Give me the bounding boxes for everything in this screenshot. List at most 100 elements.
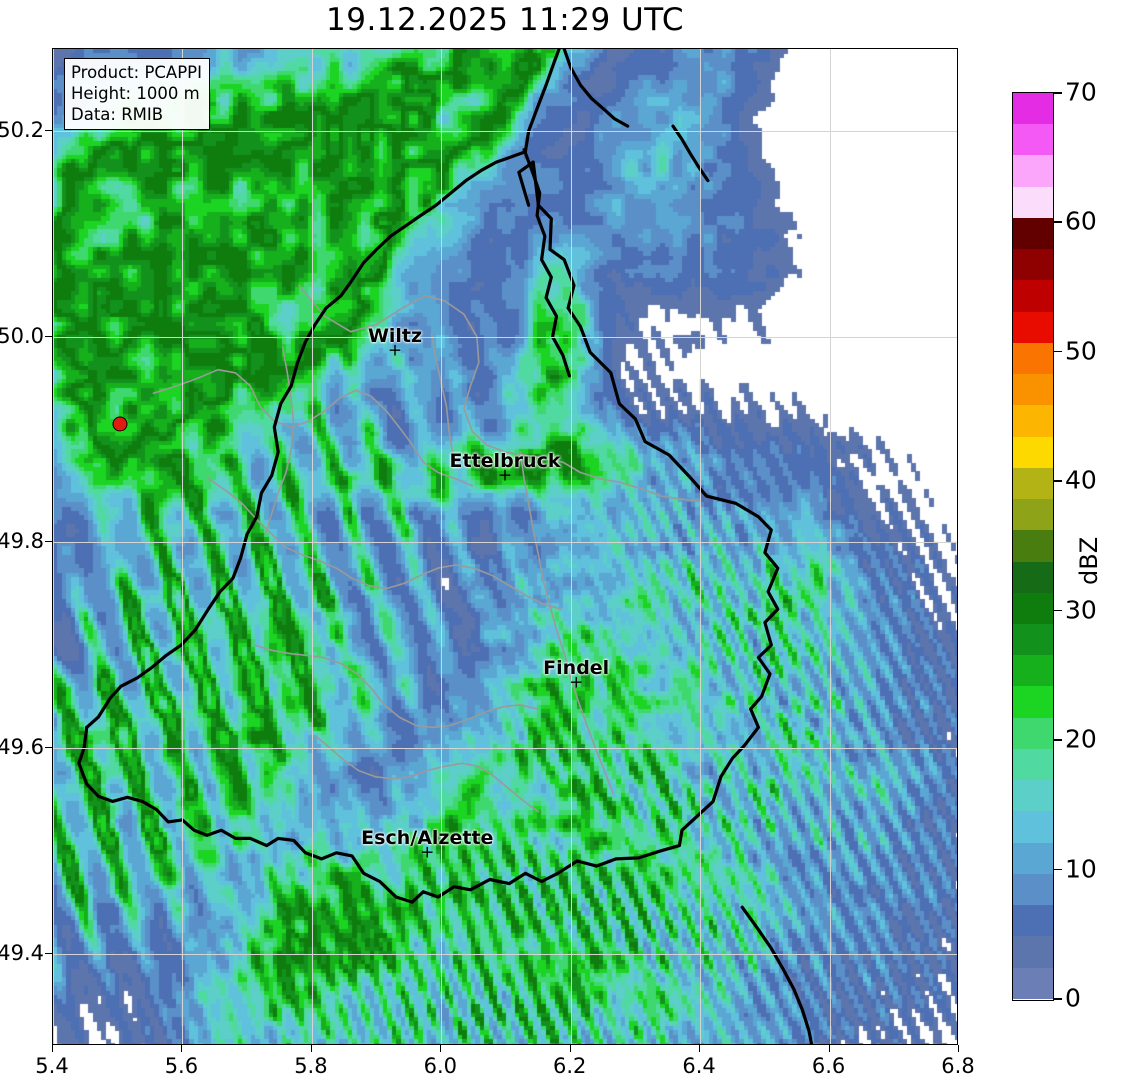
colorbar-band-10 bbox=[1013, 405, 1053, 437]
colorbar-band-9 bbox=[1013, 374, 1053, 406]
colorbar-tick-label-5: 20 bbox=[1065, 724, 1097, 754]
y-tick-label-2: 49.8 bbox=[0, 529, 44, 554]
colorbar-band-21 bbox=[1013, 748, 1053, 781]
colorbar-tick-4 bbox=[1054, 609, 1062, 612]
radar-echo-layer bbox=[53, 49, 957, 1044]
info-height: Height: 1000 m bbox=[71, 84, 200, 104]
city-marker-esch-alzette: + bbox=[420, 842, 435, 863]
colorbar-tick-1 bbox=[1054, 221, 1062, 223]
colorbar-tick-6 bbox=[1054, 868, 1062, 871]
info-product: Product: PCAPPI bbox=[71, 63, 202, 82]
x-tick-0 bbox=[52, 1045, 53, 1052]
colorbar-band-2 bbox=[1013, 155, 1053, 187]
colorbar-band-11 bbox=[1013, 436, 1053, 468]
y-tick-label-4: 49.4 bbox=[0, 940, 44, 965]
colorbar-band-15 bbox=[1013, 561, 1053, 593]
colorbar-band-22 bbox=[1013, 780, 1053, 812]
colorbar-band-3 bbox=[1013, 186, 1053, 218]
colorbar-band-28 bbox=[1013, 967, 1053, 999]
district-border-4 bbox=[254, 644, 538, 729]
page-title: 19.12.2025 11:29 UTC bbox=[326, 2, 684, 38]
y-tick-1 bbox=[45, 335, 52, 337]
colorbar-band-19 bbox=[1013, 686, 1053, 718]
gridline-vertical-0 bbox=[53, 49, 54, 1044]
y-tick-label-0: 50.2 bbox=[0, 118, 44, 143]
gridline-horizontal-0 bbox=[53, 131, 957, 133]
gridline-vertical-1 bbox=[182, 49, 184, 1044]
national-border-se bbox=[740, 905, 814, 1044]
y-tick-label-3: 49.6 bbox=[0, 734, 44, 759]
colorbar-band-18 bbox=[1013, 655, 1053, 687]
x-tick-5 bbox=[699, 1045, 701, 1052]
national-border-luxembourg-south bbox=[77, 160, 780, 904]
colorbar-band-23 bbox=[1013, 811, 1053, 843]
gridline-horizontal-2 bbox=[53, 542, 957, 544]
map-vector-layer bbox=[77, 49, 814, 1044]
dbz-colorbar[interactable] bbox=[1012, 92, 1054, 1001]
colorbar-tick-3 bbox=[1054, 480, 1062, 482]
city-label-ettelbruck: Ettelbruck bbox=[449, 449, 561, 472]
city-marker-wiltz: + bbox=[387, 340, 403, 361]
district-border-8 bbox=[264, 346, 295, 535]
gridline-horizontal-4 bbox=[53, 953, 957, 955]
x-tick-label-0: 5.4 bbox=[35, 1054, 69, 1078]
colorbar-band-5 bbox=[1013, 249, 1053, 281]
colorbar-band-25 bbox=[1013, 873, 1053, 906]
colorbar-band-24 bbox=[1013, 842, 1053, 874]
district-border-7 bbox=[430, 333, 454, 456]
gridline-horizontal-1 bbox=[53, 336, 957, 338]
product-info-box: Product: PCAPPI Height: 1000 m Data: RMI… bbox=[64, 58, 210, 131]
colorbar-band-0 bbox=[1013, 93, 1053, 125]
x-tick-label-7: 6.8 bbox=[941, 1054, 975, 1078]
district-border-5 bbox=[314, 734, 540, 813]
x-tick-3 bbox=[440, 1045, 442, 1052]
colorbar-tick-7 bbox=[1054, 998, 1062, 1000]
colorbar-tick-label-3: 40 bbox=[1065, 465, 1097, 495]
x-tick-2 bbox=[310, 1045, 312, 1052]
x-tick-7 bbox=[958, 1045, 959, 1052]
colorbar-tick-0 bbox=[1054, 92, 1062, 94]
colorbar-band-8 bbox=[1013, 342, 1053, 375]
colorbar-title: dBZ bbox=[1075, 536, 1103, 585]
district-border-1 bbox=[298, 284, 701, 503]
colorbar-band-6 bbox=[1013, 280, 1053, 312]
colorbar-band-26 bbox=[1013, 905, 1053, 937]
colorbar-band-4 bbox=[1013, 217, 1053, 250]
radar-site-marker bbox=[112, 416, 128, 432]
x-tick-label-2: 5.8 bbox=[294, 1054, 328, 1078]
gridline-vertical-2 bbox=[311, 49, 313, 1044]
x-tick-label-4: 6.2 bbox=[552, 1054, 587, 1078]
colorbar-tick-5 bbox=[1054, 739, 1062, 741]
y-tick-0 bbox=[45, 130, 52, 132]
colorbar-tick-label-1: 60 bbox=[1065, 206, 1097, 236]
colorbar-band-16 bbox=[1013, 592, 1053, 624]
colorbar-band-13 bbox=[1013, 499, 1053, 531]
colorbar-band-20 bbox=[1013, 717, 1053, 749]
x-tick-label-5: 6.4 bbox=[682, 1054, 716, 1078]
colorbar-tick-label-0: 70 bbox=[1065, 77, 1097, 107]
colorbar-band-1 bbox=[1013, 124, 1053, 156]
radar-map-clip bbox=[53, 49, 957, 1044]
district-border-2 bbox=[152, 368, 474, 487]
gridline-vertical-3 bbox=[441, 49, 443, 1044]
gridline-vertical-6 bbox=[829, 49, 831, 1044]
district-border-6 bbox=[519, 451, 614, 795]
colorbar-band-27 bbox=[1013, 936, 1053, 968]
y-tick-2 bbox=[45, 541, 52, 543]
colorbar-tick-label-4: 30 bbox=[1065, 595, 1097, 625]
city-label-findel: Findel bbox=[543, 657, 610, 680]
radar-map-plot[interactable] bbox=[52, 48, 958, 1045]
y-tick-3 bbox=[45, 746, 52, 748]
colorbar-band-12 bbox=[1013, 467, 1053, 500]
x-tick-6 bbox=[828, 1045, 830, 1052]
colorbar-band-17 bbox=[1013, 623, 1053, 656]
national-border-moselle bbox=[522, 148, 572, 378]
colorbar-band-7 bbox=[1013, 311, 1053, 343]
x-tick-label-3: 6.0 bbox=[423, 1054, 457, 1078]
gridline-vertical-5 bbox=[700, 49, 702, 1044]
national-border-luxembourg-west bbox=[85, 49, 561, 730]
x-tick-1 bbox=[181, 1045, 183, 1052]
colorbar-tick-label-7: 0 bbox=[1065, 983, 1081, 1013]
city-marker-ettelbruck: + bbox=[497, 465, 513, 486]
national-border-ne-1 bbox=[562, 49, 630, 128]
